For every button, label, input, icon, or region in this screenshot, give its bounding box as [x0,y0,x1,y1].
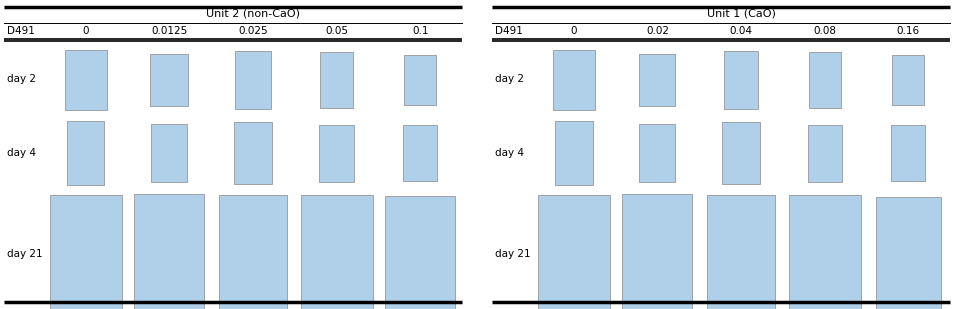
Bar [219,195,287,309]
Text: 0.04: 0.04 [729,26,752,36]
Bar [385,196,456,309]
Bar [151,53,188,105]
Bar [319,125,354,181]
Bar [234,122,272,184]
Bar [639,124,676,182]
Text: D491: D491 [7,26,35,36]
Bar [152,124,187,182]
Text: 0.0125: 0.0125 [151,26,187,36]
Bar [67,121,105,185]
Text: 0.025: 0.025 [238,26,268,36]
Bar [235,50,271,108]
Bar [320,52,353,108]
Bar [707,195,775,309]
Bar [554,121,593,185]
Text: D491: D491 [495,26,523,36]
Text: day 4: day 4 [7,148,36,158]
Text: day 4: day 4 [495,148,524,158]
Text: day 21: day 21 [495,249,530,259]
Bar [538,195,610,309]
Bar [892,54,924,104]
Bar [807,125,842,181]
Text: 0.02: 0.02 [646,26,669,36]
Text: day 2: day 2 [7,74,36,84]
Bar [891,125,925,181]
Text: day 2: day 2 [495,74,524,84]
Bar [553,49,595,109]
Bar [639,53,676,105]
Bar [50,195,122,309]
Bar [789,195,861,309]
Bar [405,54,436,104]
Bar [808,52,841,108]
Bar [64,49,107,109]
Bar [135,194,205,309]
Text: day 21: day 21 [7,249,42,259]
Bar [301,195,373,309]
Text: 0.08: 0.08 [813,26,836,36]
Bar [722,122,760,184]
Text: 0: 0 [571,26,577,36]
Bar [875,197,941,309]
Text: 0: 0 [83,26,89,36]
Text: 0.16: 0.16 [897,26,920,36]
Text: Unit 1 (CaO): Unit 1 (CaO) [706,9,776,19]
Text: 0.1: 0.1 [412,26,429,36]
Bar [623,194,692,309]
Bar [724,50,758,108]
Text: Unit 2 (non-CaO): Unit 2 (non-CaO) [206,9,300,19]
Text: 0.05: 0.05 [325,26,348,36]
Bar [404,125,437,181]
